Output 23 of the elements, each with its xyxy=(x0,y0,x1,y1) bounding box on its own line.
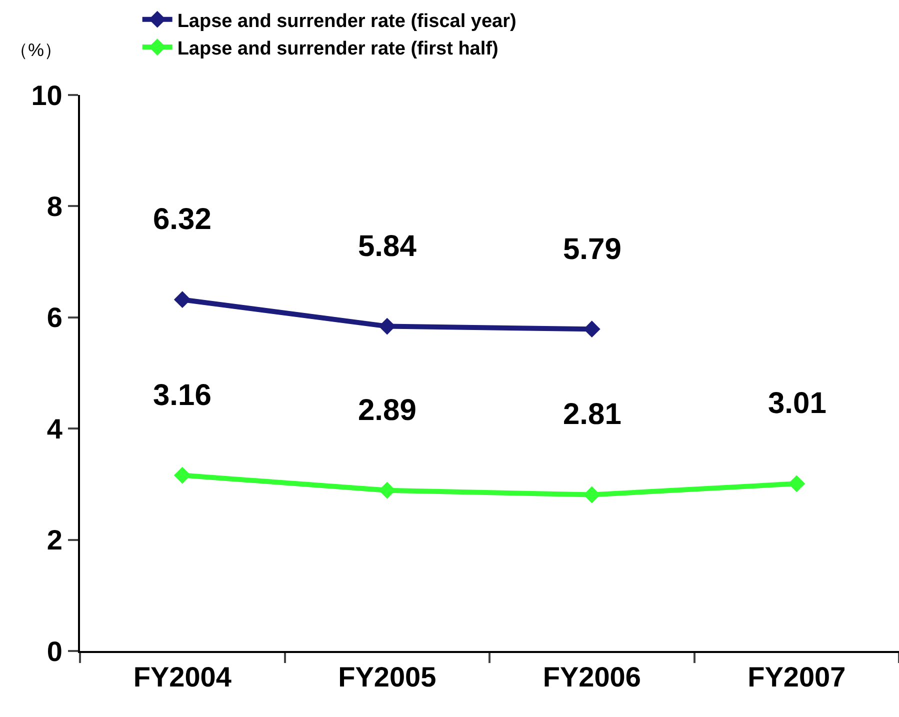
x-tick-label: FY2007 xyxy=(748,662,846,693)
x-tick-label: FY2005 xyxy=(338,662,436,693)
y-tick-label: 0 xyxy=(46,636,62,667)
y-tick-label: 2 xyxy=(46,524,62,556)
y-tick-label: 4 xyxy=(46,413,63,444)
point xyxy=(788,475,806,492)
data-label: 5.79 xyxy=(563,233,622,266)
point xyxy=(174,466,191,484)
data-label: 5.84 xyxy=(358,230,417,263)
point xyxy=(174,291,191,308)
y-tick-label: 8 xyxy=(46,191,62,222)
legend-label: Lapse and surrender rate (first half) xyxy=(177,38,498,60)
data-label: 2.89 xyxy=(358,394,416,427)
data-label: 3.16 xyxy=(153,379,212,412)
data-label: 2.81 xyxy=(563,398,622,431)
y-axis-title: （%） xyxy=(10,40,62,60)
legend-label: Lapse and surrender rate (fiscal year) xyxy=(177,10,516,32)
data-label: 3.01 xyxy=(768,387,826,420)
x-tick-label: FY2006 xyxy=(542,662,641,693)
data-label: 6.32 xyxy=(153,203,212,236)
y-tick-label: 10 xyxy=(31,80,62,111)
y-tick-label: 6 xyxy=(46,302,62,334)
x-tick-label: FY2004 xyxy=(133,662,232,693)
